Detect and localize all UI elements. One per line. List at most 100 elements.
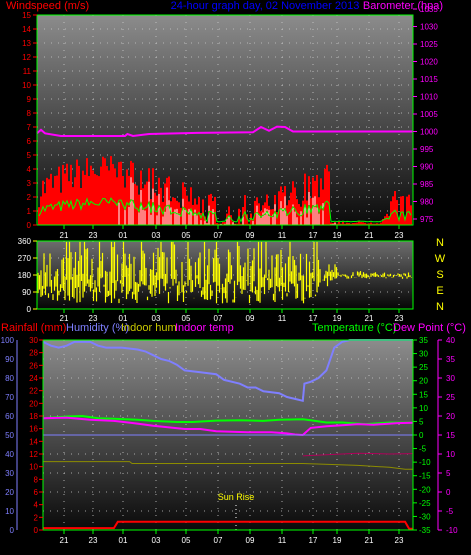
rain-tick-label: 8 — [34, 475, 39, 484]
x-tick-label: 23 — [89, 536, 98, 545]
windspeed-tick-label: 13 — [22, 39, 31, 48]
barometer-tick-label: 1025 — [420, 40, 438, 49]
temp-tick-label: -15 — [419, 472, 431, 481]
direction-tick-label: 360 — [18, 237, 32, 246]
humidity-tick-label: 70 — [5, 393, 14, 402]
compass-label: N — [436, 237, 444, 249]
indoor-temp-line — [302, 452, 414, 457]
indoor-tick-label: -10 — [446, 526, 458, 535]
temp-tick-label: 25 — [419, 363, 428, 372]
x-tick-label: 19 — [333, 314, 342, 323]
temperature-axis-label: Temperature (°C) — [312, 322, 396, 334]
temp-tick-label: -5 — [419, 445, 427, 454]
indoor-temp-axis-label: Indoor temp — [175, 322, 234, 334]
x-tick-label: 07 — [214, 536, 223, 545]
windspeed-axis-label: Windspeed (m/s) — [6, 0, 89, 12]
windspeed-tick-label: 6 — [27, 137, 32, 146]
x-tick-label: 17 — [309, 536, 318, 545]
x-tick-label: 11 — [278, 314, 287, 323]
humidity-line — [42, 339, 413, 403]
x-tick-label: 23 — [395, 314, 404, 323]
temp-tick-label: 10 — [419, 404, 428, 413]
barometer-tick-label: 985 — [420, 180, 434, 189]
humidity-tick-label: 60 — [5, 412, 14, 421]
x-tick-label: 17 — [309, 314, 318, 323]
x-tick-label: 01 — [119, 536, 128, 545]
temp-tick-label: 15 — [419, 390, 428, 399]
windspeed-tick-label: 7 — [27, 123, 32, 132]
x-tick-label: 21 — [365, 314, 374, 323]
rain-tick-label: 24 — [29, 374, 38, 383]
windspeed-tick-label: 3 — [27, 179, 32, 188]
barometer-tick-label: 975 — [420, 215, 434, 224]
humidity-tick-label: 100 — [1, 336, 15, 345]
rain-tick-label: 2 — [34, 513, 39, 522]
x-tick-label: 09 — [246, 314, 255, 323]
x-tick-label: 21 — [365, 536, 374, 545]
humidity-tick-label: 0 — [10, 526, 15, 535]
rain-tick-label: 0 — [34, 526, 39, 535]
x-tick-label: 07 — [214, 231, 223, 240]
x-tick-label: 03 — [152, 536, 161, 545]
windspeed-tick-label: 10 — [22, 81, 31, 90]
wind-average-line — [38, 197, 412, 224]
windspeed-tick-label: 1 — [27, 207, 32, 216]
humidity-tick-label: 90 — [5, 355, 14, 364]
barometer-tick-label: 1005 — [420, 110, 438, 119]
windspeed-tick-label: 12 — [22, 53, 31, 62]
temp-tick-label: -20 — [419, 485, 431, 494]
windspeed-tick-label: 0 — [27, 221, 32, 230]
temp-tick-label: 5 — [419, 417, 424, 426]
x-tick-label: 21 — [365, 231, 374, 240]
humidity-tick-label: 10 — [5, 507, 14, 516]
rain-tick-label: 26 — [29, 361, 38, 370]
x-tick-label: 05 — [182, 231, 191, 240]
barometer-tick-label: 1015 — [420, 75, 438, 84]
barometer-tick-label: 980 — [420, 198, 434, 207]
temperature-humidity-panel: Rainfall (mm) Humidity (%) Indoor hum In… — [1, 322, 466, 545]
dewpoint-axis-label: Dew Point (°C) — [393, 322, 466, 334]
rain-tick-label: 14 — [29, 437, 38, 446]
humidity-tick-label: 20 — [5, 488, 14, 497]
rain-tick-label: 10 — [29, 463, 38, 472]
barometer-tick-label: 1030 — [420, 23, 438, 32]
x-tick-label: 21 — [60, 314, 69, 323]
indoor-tick-label: -5 — [446, 507, 454, 516]
rainfall-axis-label: Rainfall (mm) — [1, 322, 66, 334]
humidity-axis-label: Humidity (%) — [66, 322, 129, 334]
indoor-tick-label: 20 — [446, 412, 455, 421]
wind-barometer-panel: Windspeed (m/s) 24-hour graph day, 02 No… — [6, 0, 443, 240]
x-tick-label: 19 — [333, 536, 342, 545]
x-tick-label: 11 — [278, 536, 287, 545]
temp-tick-label: 30 — [419, 350, 428, 359]
temp-tick-label: 0 — [419, 431, 424, 440]
indoor-tick-label: 35 — [446, 355, 455, 364]
compass-label: N — [436, 301, 444, 313]
x-tick-label: 05 — [182, 314, 191, 323]
barometer-tick-label: 995 — [420, 145, 434, 154]
temp-tick-label: 20 — [419, 377, 428, 386]
rain-tick-label: 30 — [29, 336, 38, 345]
windspeed-tick-label: 5 — [27, 151, 32, 160]
humidity-tick-label: 30 — [5, 469, 14, 478]
x-tick-label: 09 — [246, 231, 255, 240]
x-tick-label: 05 — [182, 536, 191, 545]
x-tick-label: 01 — [119, 314, 128, 323]
x-tick-label: 03 — [152, 231, 161, 240]
x-tick-label: 23 — [395, 536, 404, 545]
humidity-tick-label: 40 — [5, 450, 14, 459]
humidity-tick-label: 50 — [5, 431, 14, 440]
indoor-tick-label: 40 — [446, 336, 455, 345]
indoor-hum-axis-label: Indoor hum — [121, 322, 177, 334]
barometer-tick-label: 1035 — [420, 5, 438, 14]
barometer-axis-label: Barometer (hpa) — [363, 0, 443, 12]
x-tick-label: 17 — [309, 231, 318, 240]
rain-tick-label: 16 — [29, 425, 38, 434]
rain-tick-label: 6 — [34, 488, 39, 497]
temp-tick-label: -10 — [419, 458, 431, 467]
temp-tick-label: -25 — [419, 499, 431, 508]
barometer-tick-label: 990 — [420, 163, 434, 172]
indoor-tick-label: 0 — [446, 488, 451, 497]
temp-tick-label: -30 — [419, 512, 431, 521]
